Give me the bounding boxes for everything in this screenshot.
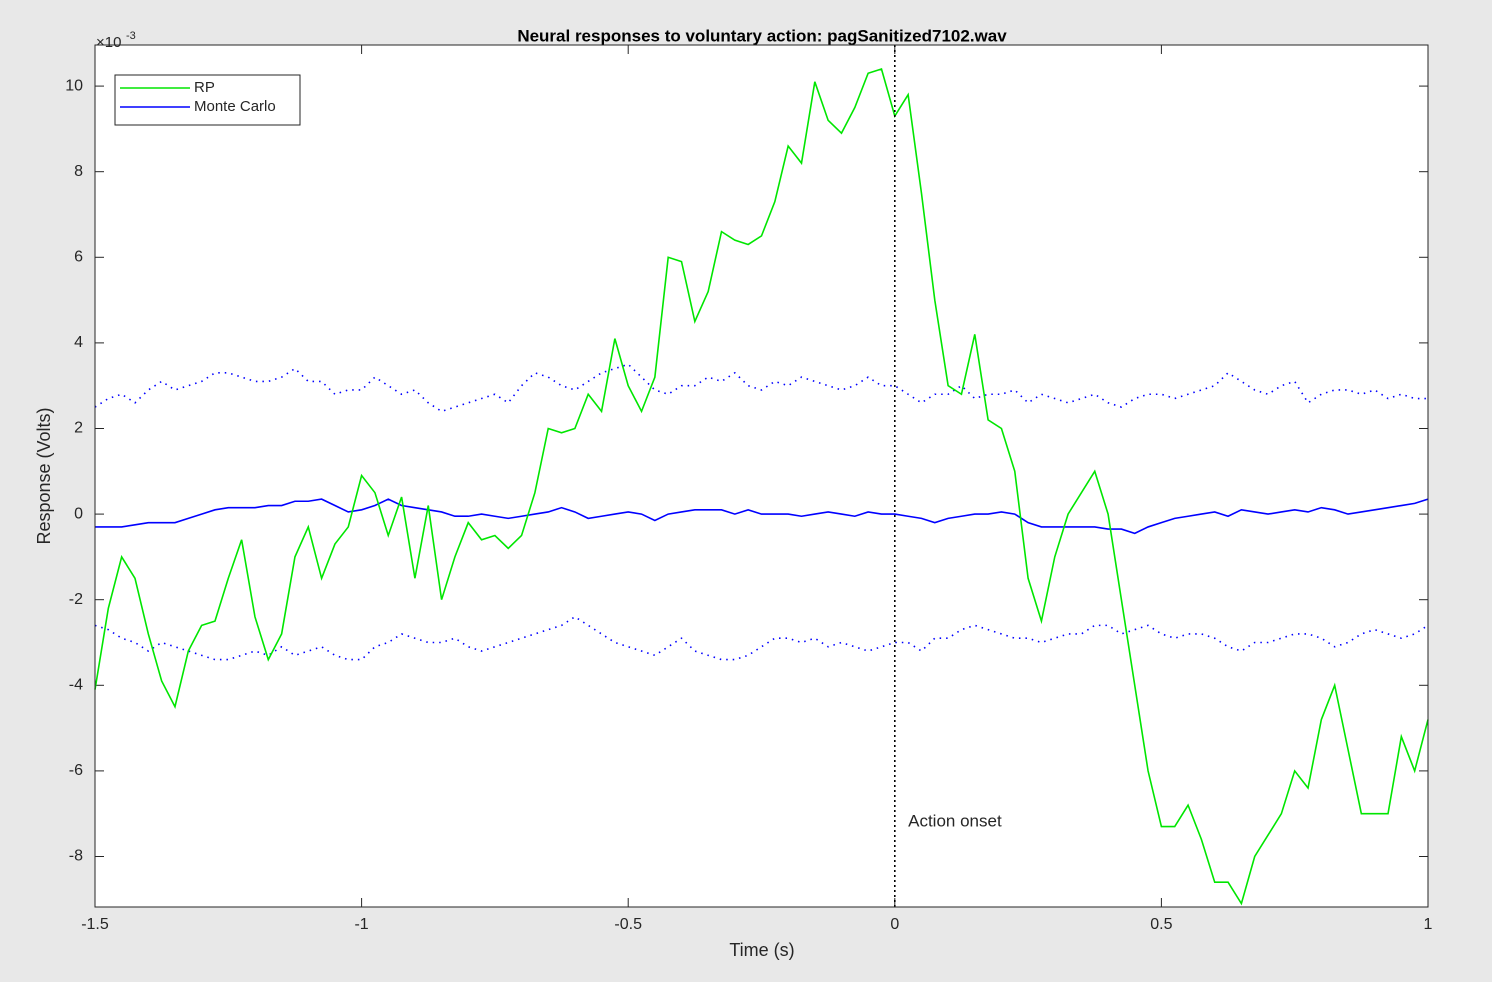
y-multiplier-base: ×10 [96,34,121,51]
y-tick-label: 2 [74,420,83,437]
x-tick-label: 0.5 [1150,916,1172,933]
y-tick-label: -2 [69,591,83,608]
y-tick-label: 10 [65,77,83,94]
y-tick-label: -6 [69,762,83,779]
y-multiplier-exponent: -3 [126,30,136,42]
series-line [95,498,1429,535]
legend-label: RP [194,79,215,96]
x-axis-label: Time (s) [729,940,794,960]
annotation: Action onset [908,812,1002,831]
y-tick-label: 6 [74,249,83,266]
legend-label: Monte Carlo [194,98,276,115]
x-tick-label: -1 [354,916,368,933]
y-tick-label: -4 [69,677,83,694]
y-axis-label: Response (Volts) [34,407,54,544]
y-tick-label: 8 [74,163,83,180]
series-line [94,67,1429,906]
axes-box [94,44,1429,908]
x-tick-label: -1.5 [81,916,109,933]
lower-bound [94,615,1429,661]
x-tick-label: -0.5 [614,916,642,933]
legend-box [114,74,301,126]
chart-title: Neural responses to voluntary action: pa… [517,26,1007,45]
plot-area [95,45,1428,907]
upper-bound [94,363,1428,413]
y-tick-label: 0 [74,505,83,522]
y-tick-label: -8 [69,848,83,865]
y-tick-label: 4 [74,334,83,351]
x-tick-label: 1 [1424,916,1433,933]
x-tick-label: 0 [890,916,899,933]
